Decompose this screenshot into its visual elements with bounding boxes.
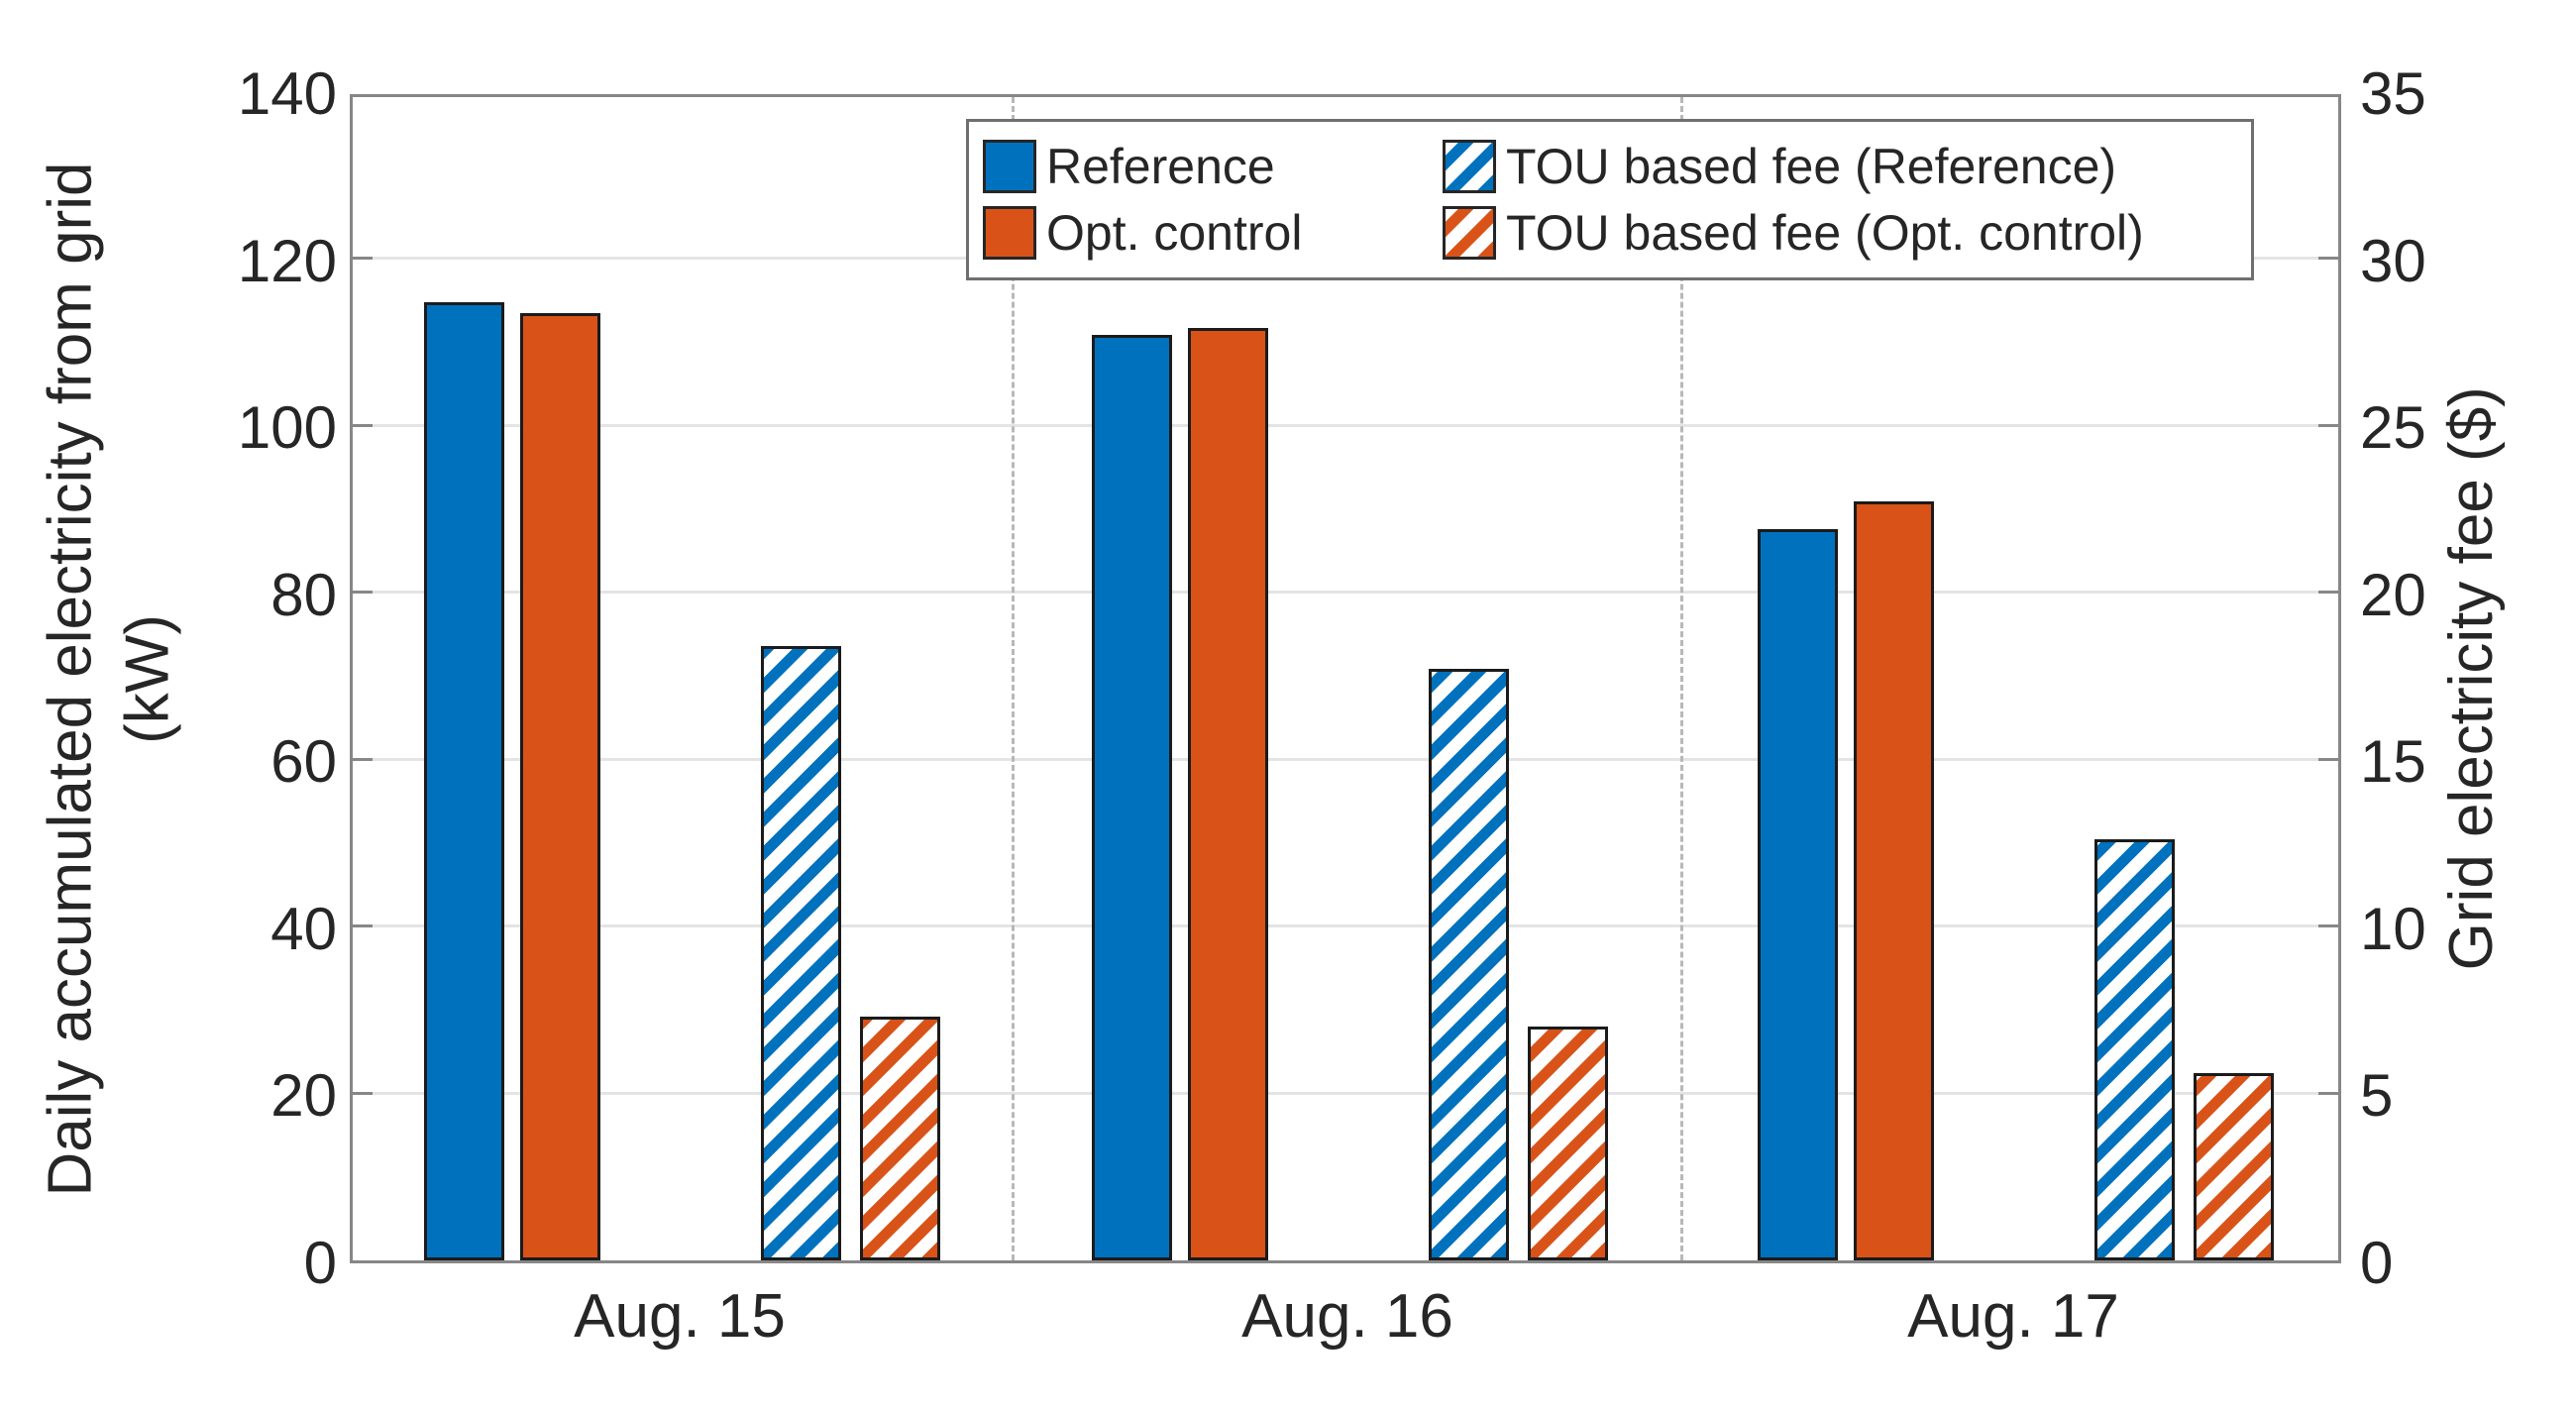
left-axis-tickmark	[353, 591, 373, 595]
bar-tou-based-fee-opt-control-	[2194, 1073, 2274, 1260]
right-axis-tick-label: 20	[2360, 561, 2426, 628]
left-axis-tick-label: 80	[270, 561, 337, 628]
right-axis-tickmark	[2318, 257, 2338, 261]
left-axis-tickmark	[353, 423, 373, 427]
group-separator-dashed-line	[1680, 97, 1683, 1260]
left-axis-tick-label: 20	[270, 1062, 337, 1130]
gridline	[353, 591, 2338, 595]
right-axis-tickmark	[2318, 591, 2338, 595]
group-separator-dashed-line	[1012, 97, 1015, 1260]
bar-tou-based-fee-reference-	[1429, 669, 1509, 1260]
legend: Reference TOU based fee (Reference) Opt. c…	[966, 119, 2254, 280]
left-y-axis-label-line1: Daily accumulated electricity from grid	[36, 161, 105, 1197]
tickmarks-layer	[353, 97, 2338, 1260]
x-axis-tick-label: Aug. 16	[1241, 1282, 1453, 1351]
left-axis-tick-label: 0	[303, 1230, 337, 1296]
bar-tou-based-fee-reference-	[761, 645, 841, 1260]
left-axis-tickmark	[353, 1091, 373, 1095]
left-axis-tick-label: 100	[237, 394, 337, 462]
bar-reference	[1758, 528, 1838, 1260]
legend-swatch-solid-blue	[983, 139, 1036, 193]
right-y-axis-label-text: Grid electricity fee ($)	[2437, 386, 2507, 971]
legend-swatch-hatched-blue	[1443, 139, 1496, 193]
legend-item-label: TOU based fee (Opt. control)	[1506, 205, 2144, 262]
legend-swatch-hatched-orange	[1443, 206, 1496, 261]
left-y-axis-label-line2: (kW)	[113, 613, 182, 744]
gridline	[353, 1091, 2338, 1095]
left-axis-tick-label: 120	[237, 227, 337, 294]
right-axis-tick-label: 30	[2360, 227, 2426, 294]
legend-row: Reference TOU based fee (Reference)	[983, 138, 2251, 194]
separators-layer	[353, 97, 2338, 1260]
right-axis-tick-label: 25	[2360, 394, 2426, 462]
legend-item-label: TOU based fee (Reference)	[1506, 138, 2117, 194]
plot-area: Reference TOU based fee (Reference) Opt. c…	[350, 94, 2341, 1263]
legend-item-label: Opt. control	[1046, 205, 1303, 262]
bars-layer	[353, 97, 2338, 1260]
x-axis-tick-label: Aug. 17	[1907, 1282, 2119, 1351]
right-axis-tickmark	[2318, 757, 2338, 761]
bar-tou-based-fee-reference-	[2094, 839, 2175, 1260]
left-axis-tick-label: 140	[237, 60, 337, 127]
bar-tou-based-fee-opt-control-	[1528, 1027, 1608, 1260]
legend-row: Opt. control TOU based fee (Opt. control)	[983, 205, 2251, 262]
x-axis-tick-label: Aug. 15	[574, 1282, 786, 1351]
bar-tou-based-fee-opt-control-	[860, 1016, 940, 1260]
gridline	[353, 757, 2338, 761]
bar-opt-control	[520, 313, 600, 1260]
right-axis-tickmark	[2318, 423, 2338, 427]
left-axis-tickmark	[353, 757, 373, 761]
right-axis-tick-label: 10	[2360, 895, 2426, 962]
left-axis-tickmark	[353, 924, 373, 928]
left-axis-tickmark	[353, 257, 373, 261]
right-axis-tick-label: 35	[2360, 60, 2426, 127]
right-axis-tickmark	[2318, 1091, 2338, 1095]
gridline	[353, 924, 2338, 928]
legend-item-label: Reference	[1046, 138, 1275, 194]
bar-opt-control	[1188, 328, 1268, 1260]
left-axis-tick-label: 40	[270, 895, 337, 962]
bar-reference	[424, 302, 504, 1260]
left-y-axis-label-text: Daily accumulated electricity from grid …	[33, 162, 186, 1196]
left-axis-tick-label: 60	[270, 728, 337, 796]
right-axis-tick-label: 15	[2360, 728, 2426, 796]
bar-opt-control	[1854, 500, 1934, 1260]
right-axis-tick-label: 0	[2360, 1230, 2394, 1296]
gridline	[353, 423, 2338, 427]
legend-swatch-solid-orange	[983, 206, 1036, 261]
bar-reference	[1092, 335, 1172, 1260]
right-axis-tickmark	[2318, 924, 2338, 928]
right-axis-tick-label: 5	[2360, 1062, 2394, 1130]
